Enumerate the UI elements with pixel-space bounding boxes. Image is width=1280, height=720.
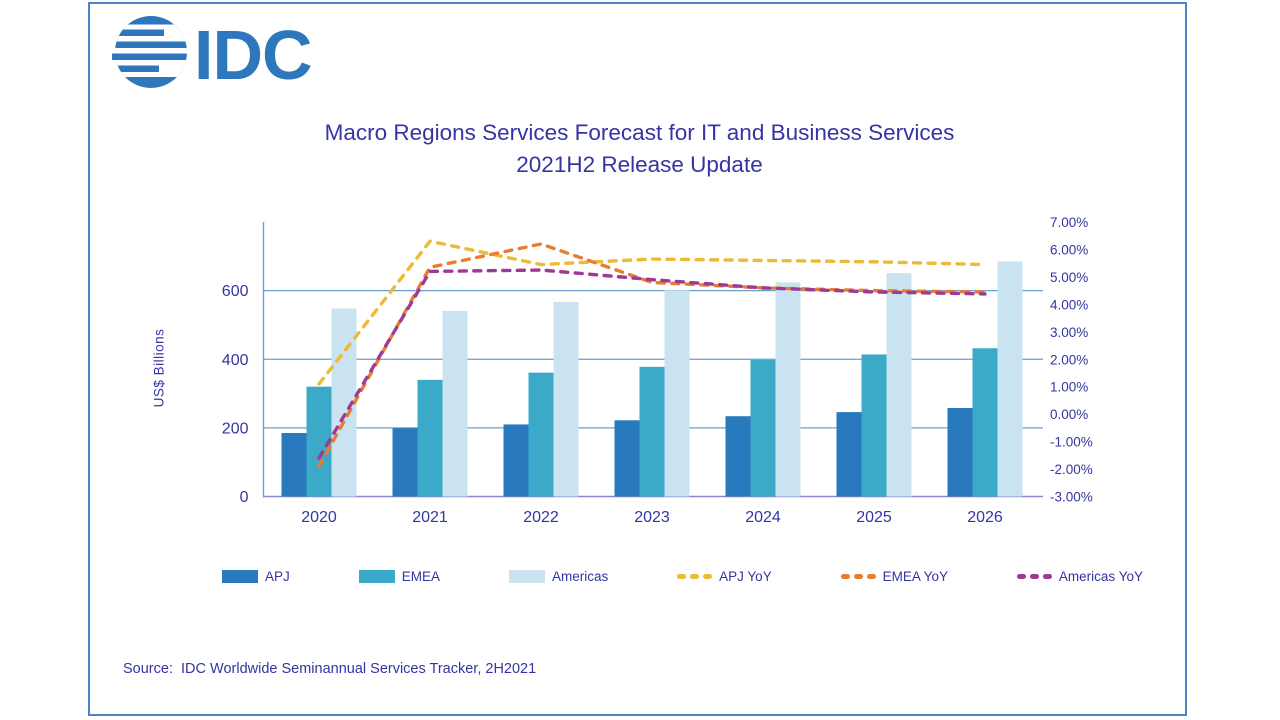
bar-apj-2021	[392, 428, 418, 497]
legend-swatch	[222, 570, 258, 583]
legend-swatch	[508, 570, 545, 583]
line-americas-yoy	[317, 268, 987, 460]
legend-label: Americas	[551, 569, 609, 584]
legend-dash-swatch	[677, 574, 713, 579]
line-apj-yoy	[317, 239, 987, 386]
bar-americas-2025	[886, 273, 912, 497]
x-axis-tick-label-2020: 2020	[301, 509, 337, 526]
legend-dash-swatch	[1016, 574, 1052, 579]
pct-axis-tick-label-5.00%: 5.00%	[1050, 270, 1088, 285]
bar-emea-2025	[861, 354, 887, 497]
y-axis-tick-label-200: 200	[222, 420, 249, 437]
bar-apj-2022	[503, 424, 529, 497]
pct-axis-tick-label--1.00%: -1.00%	[1050, 435, 1093, 450]
bar-apj-2024	[725, 416, 751, 497]
y-axis-tick-label-400: 400	[222, 352, 249, 369]
legend-item-americas-yoy: Americas YoY	[1016, 569, 1143, 584]
legend-swatch	[358, 570, 395, 583]
page-title-line2: 2021H2 Release Update	[516, 152, 763, 177]
idc-globe-icon	[112, 16, 187, 88]
legend-item-emea-yoy: EMEA YoY	[840, 569, 948, 584]
idc-logo: IDC	[112, 12, 336, 97]
bar-emea-2026	[972, 348, 998, 497]
bar-apj-2026	[947, 407, 973, 497]
pct-axis-tick-label-3.00%: 3.00%	[1050, 325, 1088, 340]
pct-axis-tick-label-6.00%: 6.00%	[1050, 242, 1088, 257]
y-axis-title: US$ Billions	[151, 328, 167, 408]
bar-americas-2021	[442, 310, 468, 497]
y-axis-tick-label-600: 600	[222, 283, 249, 300]
bar-americas-2023	[664, 290, 690, 497]
x-axis-tick-label-2023: 2023	[634, 509, 670, 526]
pct-axis-tick-label-4.00%: 4.00%	[1050, 297, 1088, 312]
chart-legend: APJ EMEA Americas APJ YoY EMEA YoY Americas Y…	[222, 569, 1143, 584]
bar-apj-2023	[614, 420, 640, 497]
x-axis-tick-label-2026: 2026	[967, 509, 1003, 526]
pct-axis-tick-label--2.00%: -2.00%	[1050, 462, 1093, 477]
legend-item-apj-yoy: APJ YoY	[677, 569, 772, 584]
y-axis-tick-label-0: 0	[240, 489, 249, 506]
idc-logo-text: IDC	[194, 16, 312, 92]
bar-emea-2023	[639, 366, 665, 497]
bar-emea-2022	[528, 372, 554, 497]
bar-americas-2024	[775, 282, 801, 497]
legend-label: EMEA YoY	[882, 569, 948, 584]
chart-title-block: Macro Regions Services Forecast for IT a…	[88, 117, 1191, 181]
x-axis-tick-label-2024: 2024	[745, 509, 781, 526]
legend-dash-swatch	[840, 574, 876, 579]
source-line: Source: IDC Worldwide Seminannual Servic…	[123, 661, 537, 677]
pct-axis-tick-label-0.00%: 0.00%	[1050, 407, 1088, 422]
pct-axis-tick-label-2.00%: 2.00%	[1050, 352, 1088, 367]
legend-item-apj: APJ	[222, 569, 290, 584]
bar-apj-2025	[836, 412, 862, 497]
legend-label: APJ	[265, 569, 290, 584]
x-axis-tick-label-2025: 2025	[856, 509, 892, 526]
legend-item-americas: Americas	[508, 569, 609, 584]
line-emea-yoy	[317, 242, 987, 469]
bar-apj-2020	[281, 433, 307, 497]
bar-americas-2026	[997, 261, 1023, 497]
legend-label: EMEA	[401, 569, 440, 584]
bar-emea-2024	[750, 359, 776, 497]
legend-label: APJ YoY	[719, 569, 772, 584]
x-axis-tick-label-2021: 2021	[412, 509, 448, 526]
pct-axis-tick-label--3.00%: -3.00%	[1050, 490, 1093, 505]
bar-emea-2021	[417, 379, 443, 497]
bar-americas-2022	[553, 301, 579, 497]
page-title-line1: Macro Regions Services Forecast for IT a…	[324, 120, 955, 145]
legend-label: Americas YoY	[1058, 569, 1143, 584]
pct-axis-tick-label-1.00%: 1.00%	[1050, 380, 1088, 395]
pct-axis-tick-label-7.00%: 7.00%	[1050, 215, 1088, 230]
x-axis-tick-label-2022: 2022	[523, 509, 559, 526]
legend-item-emea: EMEA	[358, 569, 440, 584]
